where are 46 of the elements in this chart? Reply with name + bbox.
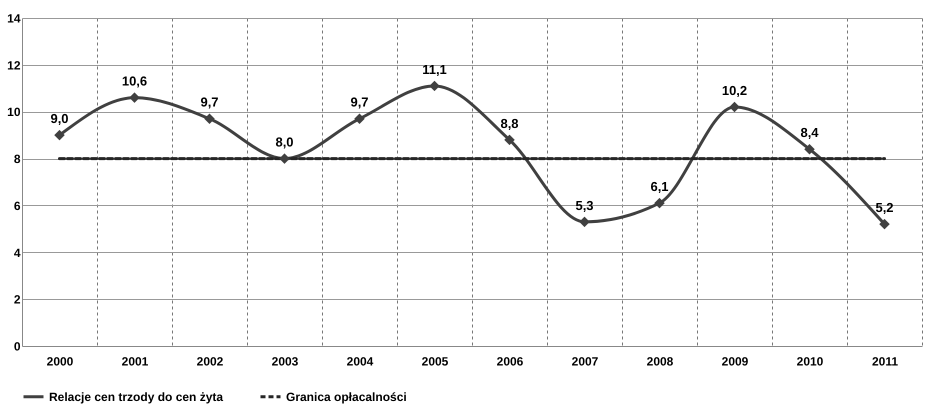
x-tick-label: 2008: [646, 354, 674, 368]
y-tick-label: 0: [14, 340, 21, 354]
point: [54, 130, 65, 140]
point: [729, 102, 740, 112]
point: [204, 114, 215, 124]
y-tick-label: 4: [14, 246, 21, 260]
point: [129, 92, 140, 103]
point: [804, 144, 815, 154]
point: [429, 80, 440, 92]
legend-label: Relacje cen trzody do cen żyta: [49, 390, 224, 404]
y-tick-label: 2: [14, 292, 21, 307]
x-tick-label: 2009: [722, 354, 749, 368]
y-tick-label: 6: [14, 198, 21, 213]
x-tick-label: 2010: [796, 354, 824, 368]
data-label: 5,3: [575, 198, 594, 213]
point: [279, 153, 290, 164]
data-label: 8,0: [275, 134, 294, 150]
y-tick-label: 12: [7, 58, 21, 72]
data-label: 5,2: [875, 200, 894, 216]
data-label: 9,7: [200, 94, 219, 110]
x-tick-label: 2011: [872, 354, 898, 368]
x-tick-label: 2005: [422, 354, 449, 368]
x-tick-label: 2002: [196, 354, 224, 368]
data-label: 8,4: [800, 125, 820, 140]
x-tick-label: 2004: [346, 354, 374, 368]
point: [504, 134, 515, 146]
legend-label: Granica opłacalności: [286, 390, 407, 404]
data-label: 8,8: [500, 116, 519, 131]
data-label: 10,2: [722, 83, 748, 98]
point: [579, 216, 590, 228]
data-label: 9,7: [350, 94, 369, 110]
data-label: 9,0: [50, 111, 69, 126]
y-tick-label: 8: [14, 152, 21, 166]
point: [879, 218, 890, 230]
data-label: 11,1: [422, 62, 447, 77]
x-tick-label: 2003: [272, 354, 299, 368]
point: [654, 198, 665, 208]
x-tick-label: 2006: [496, 354, 524, 368]
y-tick-label: 10: [7, 105, 21, 120]
data-label: 6,1: [650, 179, 669, 194]
x-tick-label: 2000: [46, 354, 74, 368]
x-tick-label: 2001: [122, 354, 149, 368]
point: [354, 114, 365, 124]
x-tick-label: 2007: [572, 354, 599, 368]
data-label: 10,6: [122, 74, 148, 89]
y-tick-label: 14: [7, 12, 21, 26]
